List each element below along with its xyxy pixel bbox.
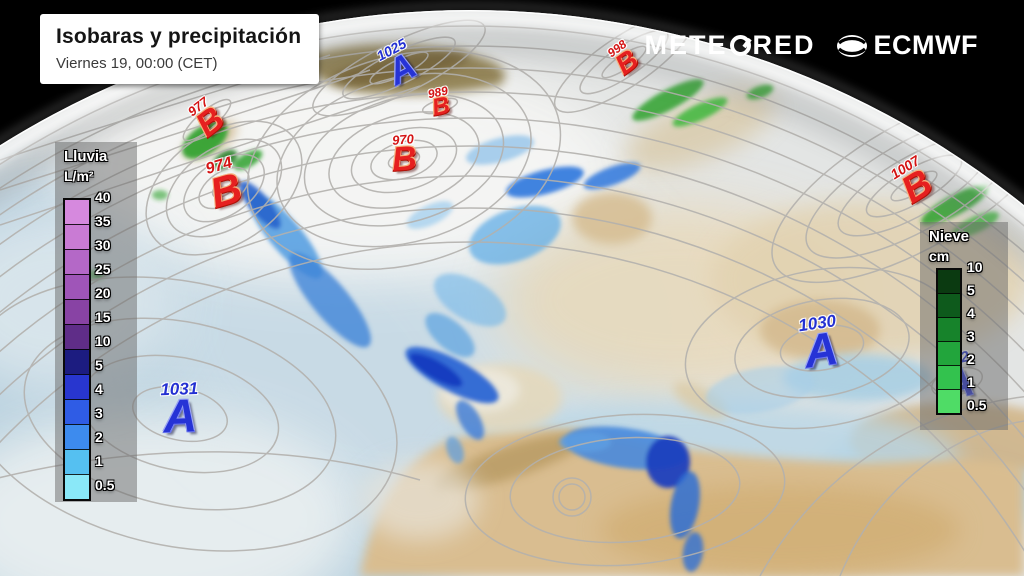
outer-halo xyxy=(0,4,1024,203)
legend-tick-label: 0.5 xyxy=(95,477,115,493)
snow-legend-colorbar xyxy=(936,268,962,415)
title-box: Isobaras y precipitación Viernes 19, 00:… xyxy=(40,14,320,84)
atmosphere-shading xyxy=(0,29,1024,576)
legend-color-segment xyxy=(65,424,89,449)
snow-legend-title: Nieve xyxy=(929,228,970,245)
legend-tick-label: 25 xyxy=(95,261,111,277)
legend-tick-label: 1 xyxy=(95,453,103,469)
legend-color-segment xyxy=(65,324,89,349)
rain-legend: Lluvia L/m² 40 35 30 25 20 15 10 5 4 3 2 1 0.5 xyxy=(55,142,137,502)
legend-tick-label: 5 xyxy=(95,357,103,373)
legend-tick-label: 10 xyxy=(967,259,983,275)
meteored-logo: METE RED xyxy=(644,30,815,61)
ecmwf-logo: ECMWF xyxy=(836,30,978,61)
legend-color-segment xyxy=(938,341,960,365)
horizon-glow xyxy=(0,13,1024,576)
map-datetime: Viernes 19, 00:00 (CET) xyxy=(56,55,218,72)
map-title: Isobaras y precipitación xyxy=(56,25,302,48)
legend-tick-label: 4 xyxy=(967,305,975,321)
rain-legend-unit: L/m² xyxy=(64,168,94,184)
legend-color-segment xyxy=(938,270,960,293)
legend-color-segment xyxy=(938,365,960,389)
meteored-text-left: METE xyxy=(644,30,728,60)
legend-color-segment xyxy=(938,317,960,341)
legend-color-segment xyxy=(65,299,89,324)
legend-color-segment xyxy=(65,449,89,474)
legend-tick-label: 2 xyxy=(95,429,103,445)
legend-color-segment xyxy=(65,399,89,424)
legend-tick-label: 0.5 xyxy=(967,397,987,413)
legend-tick-label: 5 xyxy=(967,282,975,298)
legend-tick-label: 3 xyxy=(95,405,103,421)
legend-color-segment xyxy=(65,374,89,399)
legend-color-segment xyxy=(938,293,960,317)
snow-legend-unit: cm xyxy=(929,248,950,264)
legend-color-segment xyxy=(938,389,960,413)
rain-legend-colorbar xyxy=(63,198,91,501)
legend-tick-label: 4 xyxy=(95,381,103,397)
legend-tick-label: 15 xyxy=(95,309,111,325)
branding: METE RED ECMWF xyxy=(644,30,978,61)
legend-tick-label: 40 xyxy=(95,189,111,205)
ecmwf-globe-icon xyxy=(836,34,867,57)
legend-tick-label: 20 xyxy=(95,285,111,301)
legend-color-segment xyxy=(65,274,89,299)
meteored-text-right: RED xyxy=(752,30,816,60)
legend-tick-label: 3 xyxy=(967,328,975,344)
snow-legend: Nieve cm 10 5 4 3 2 1 0.5 xyxy=(920,222,1008,430)
legend-color-segment xyxy=(65,224,89,249)
compass-o-icon xyxy=(729,35,751,56)
legend-color-segment xyxy=(65,474,89,499)
legend-tick-label: 30 xyxy=(95,237,111,253)
ecmwf-text: ECMWF xyxy=(873,30,978,60)
rain-legend-title: Lluvia xyxy=(64,148,108,165)
legend-tick-label: 35 xyxy=(95,213,111,229)
legend-tick-label: 10 xyxy=(95,333,111,349)
legend-tick-label: 1 xyxy=(967,374,975,390)
legend-tick-label: 2 xyxy=(967,351,975,367)
legend-color-segment xyxy=(65,349,89,374)
legend-color-segment xyxy=(65,249,89,274)
legend-color-segment xyxy=(65,200,89,224)
